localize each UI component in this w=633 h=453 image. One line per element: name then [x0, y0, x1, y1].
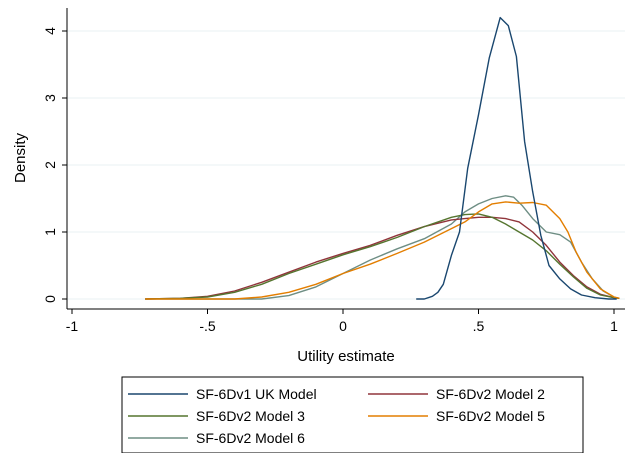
series-line-4: [145, 201, 620, 300]
y-tick-label: 1: [42, 228, 58, 236]
legend-label: SF-6Dv2 Model 6: [196, 430, 305, 446]
x-tick-label: -.5: [199, 318, 216, 334]
x-axis-title: Utility estimate: [297, 348, 395, 365]
legend-label: SF-6Dv2 Model 5: [436, 408, 545, 424]
y-tick-label: 2: [42, 161, 58, 169]
y-ticks: 0 1 2 3 4: [42, 27, 67, 303]
series-line-3: [145, 213, 620, 300]
y-axis-title: Density: [12, 132, 29, 183]
legend-label: SF-6Dv1 UK Model: [196, 386, 317, 402]
y-tick-label: 4: [42, 27, 58, 35]
legend-box: [121, 376, 584, 453]
x-tick-label: .5: [473, 318, 485, 334]
x-tick-label: 0: [339, 318, 347, 334]
y-tick-label: 0: [42, 295, 58, 303]
x-ticks: -1 -.5 0 .5 1: [66, 309, 618, 334]
legend-label: SF-6Dv2 Model 2: [436, 386, 545, 402]
legend-label: SF-6Dv2 Model 3: [196, 408, 305, 424]
axes: [66, 8, 625, 310]
series-line-1: [416, 16, 617, 300]
y-tick-label: 3: [42, 94, 58, 102]
series-line-2: [145, 216, 620, 300]
x-tick-label: 1: [610, 318, 618, 334]
x-tick-label: -1: [66, 318, 79, 334]
series-layer: [145, 16, 620, 300]
legend: SF-6Dv1 UK Model SF-6Dv2 Model 2 SF-6Dv2 M…: [121, 376, 584, 453]
